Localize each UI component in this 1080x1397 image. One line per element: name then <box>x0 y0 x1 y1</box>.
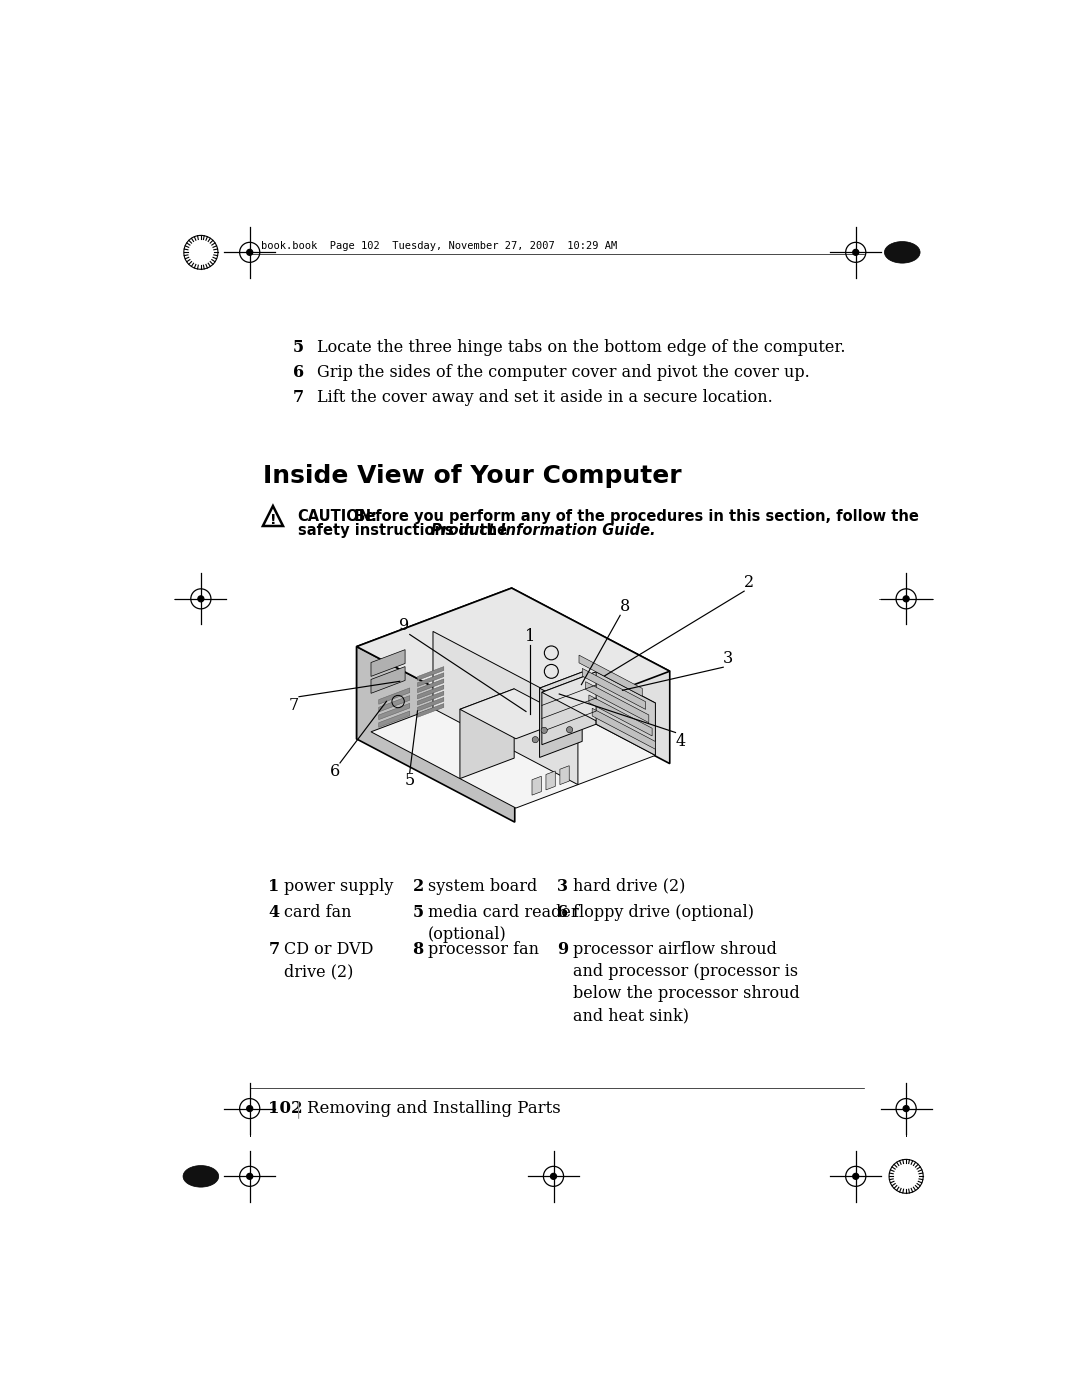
Text: Product Information Guide.: Product Information Guide. <box>431 522 656 538</box>
Text: Removing and Installing Parts: Removing and Installing Parts <box>307 1099 561 1118</box>
Ellipse shape <box>885 242 920 263</box>
Polygon shape <box>372 650 405 676</box>
Text: Inside View of Your Computer: Inside View of Your Computer <box>262 464 681 488</box>
Text: floppy drive (optional): floppy drive (optional) <box>572 904 754 921</box>
Text: card fan: card fan <box>284 904 351 921</box>
Circle shape <box>198 597 204 602</box>
Polygon shape <box>379 703 409 719</box>
Text: 102: 102 <box>268 1099 302 1118</box>
Polygon shape <box>418 666 444 680</box>
Polygon shape <box>546 771 555 789</box>
Polygon shape <box>418 673 444 686</box>
Polygon shape <box>542 672 596 745</box>
Circle shape <box>246 1105 253 1112</box>
Polygon shape <box>540 672 629 712</box>
Text: 4: 4 <box>268 904 280 921</box>
Polygon shape <box>418 704 444 717</box>
Polygon shape <box>579 655 643 696</box>
Polygon shape <box>372 679 656 807</box>
Text: 3: 3 <box>724 650 733 668</box>
Text: media card reader
(optional): media card reader (optional) <box>428 904 579 943</box>
Text: 2: 2 <box>413 877 423 894</box>
Text: 1: 1 <box>268 877 280 894</box>
Text: safety instructions in the: safety instructions in the <box>298 522 512 538</box>
Text: 6: 6 <box>293 365 303 381</box>
Text: 9: 9 <box>557 940 568 958</box>
Polygon shape <box>356 647 515 823</box>
Text: 8: 8 <box>620 598 631 615</box>
Polygon shape <box>379 696 409 712</box>
Text: Before you perform any of the procedures in this section, follow the: Before you perform any of the procedures… <box>349 509 919 524</box>
Text: 7: 7 <box>268 940 280 958</box>
Circle shape <box>853 1173 859 1179</box>
Text: book.book  Page 102  Tuesday, November 27, 2007  10:29 AM: book.book Page 102 Tuesday, November 27,… <box>261 240 618 251</box>
Text: 6: 6 <box>329 763 340 780</box>
Polygon shape <box>582 668 646 710</box>
Ellipse shape <box>183 1165 218 1187</box>
Text: Grip the sides of the computer cover and pivot the cover up.: Grip the sides of the computer cover and… <box>318 365 810 381</box>
Text: 5: 5 <box>405 773 415 789</box>
Text: 8: 8 <box>413 940 423 958</box>
Text: Lift the cover away and set it aside in a secure location.: Lift the cover away and set it aside in … <box>318 390 773 407</box>
Text: system board: system board <box>428 877 537 894</box>
Polygon shape <box>559 766 569 785</box>
Text: CD or DVD
drive (2): CD or DVD drive (2) <box>284 940 374 979</box>
Text: 7: 7 <box>293 390 303 407</box>
Polygon shape <box>418 679 444 693</box>
Polygon shape <box>418 685 444 698</box>
Text: Locate the three hinge tabs on the bottom edge of the computer.: Locate the three hinge tabs on the botto… <box>318 338 846 356</box>
Text: 6: 6 <box>557 904 568 921</box>
Polygon shape <box>379 711 409 728</box>
Polygon shape <box>542 672 656 724</box>
Text: │: │ <box>294 1099 303 1118</box>
Polygon shape <box>512 588 670 764</box>
Circle shape <box>541 728 548 733</box>
Polygon shape <box>460 689 514 778</box>
Text: CAUTION:: CAUTION: <box>298 509 378 524</box>
Circle shape <box>853 249 859 256</box>
Text: 3: 3 <box>557 877 568 894</box>
Text: 4: 4 <box>675 732 686 750</box>
Circle shape <box>551 1173 556 1179</box>
Text: 5: 5 <box>293 338 303 356</box>
Polygon shape <box>356 588 512 739</box>
Polygon shape <box>433 631 578 785</box>
Polygon shape <box>372 666 405 693</box>
Text: 7: 7 <box>288 697 299 714</box>
Text: processor fan: processor fan <box>428 940 539 958</box>
Circle shape <box>532 736 539 743</box>
Circle shape <box>903 597 909 602</box>
Text: 5: 5 <box>413 904 423 921</box>
Text: 1: 1 <box>525 627 535 644</box>
Text: 9: 9 <box>400 617 409 634</box>
Polygon shape <box>356 588 670 729</box>
Polygon shape <box>532 777 541 795</box>
Text: 2: 2 <box>744 574 754 591</box>
Text: hard drive (2): hard drive (2) <box>572 877 685 894</box>
Circle shape <box>567 726 572 733</box>
Circle shape <box>246 1173 253 1179</box>
Text: !: ! <box>270 513 276 527</box>
Polygon shape <box>460 689 570 739</box>
Polygon shape <box>589 694 652 736</box>
Polygon shape <box>418 697 444 711</box>
Polygon shape <box>379 687 409 704</box>
Text: processor airflow shroud
and processor (processor is
below the processor shroud
: processor airflow shroud and processor (… <box>572 940 799 1024</box>
Polygon shape <box>540 672 582 757</box>
Text: power supply: power supply <box>284 877 393 894</box>
Polygon shape <box>596 672 656 756</box>
Polygon shape <box>592 708 656 749</box>
Polygon shape <box>585 682 649 722</box>
Polygon shape <box>418 692 444 705</box>
Circle shape <box>903 1105 909 1112</box>
Circle shape <box>246 249 253 256</box>
